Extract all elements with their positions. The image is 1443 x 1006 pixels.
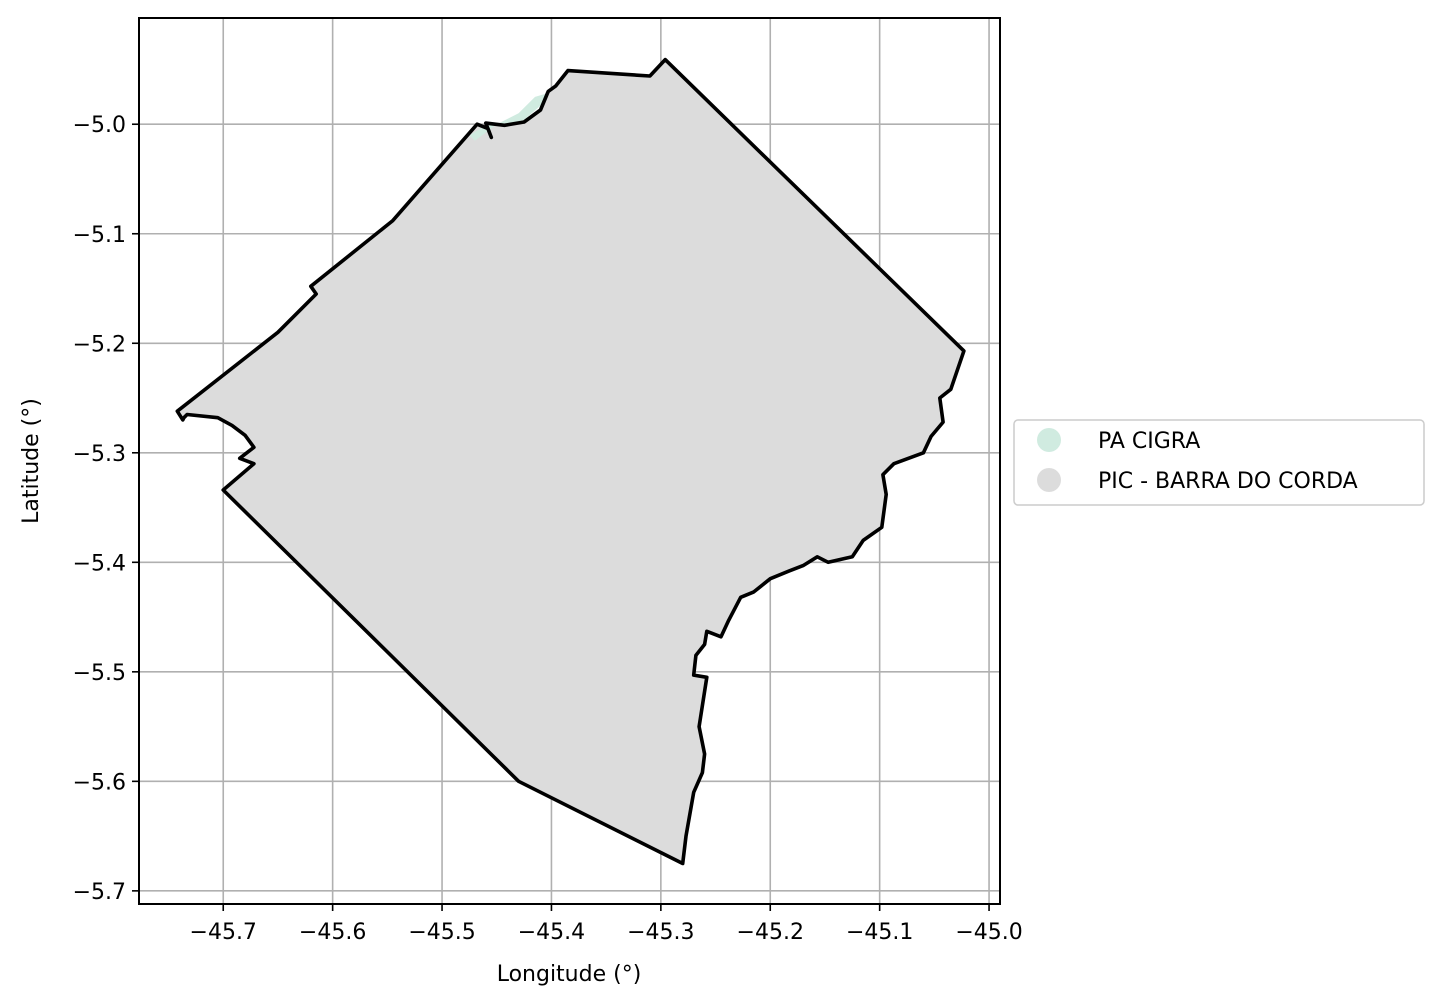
y-tick-label: −5.6: [73, 770, 126, 795]
legend: PA CIGRA PIC - BARRA DO CORDA: [1013, 419, 1425, 506]
legend-swatch-pa-cigra: [1037, 428, 1061, 452]
map-regions: [175, 57, 966, 866]
y-tick-label: −5.4: [73, 551, 126, 576]
y-axis-label: Latitude (°): [19, 398, 44, 524]
axis-ticks: −45.7 −45.6 −45.5 −45.4 −45.3 −45.2 −45.1 −45.0…: [73, 113, 1023, 945]
y-tick-label: −5.3: [73, 442, 126, 467]
legend-swatch-pic-barra-do-corda: [1037, 468, 1061, 492]
legend-box: [1013, 419, 1425, 506]
plot-frame: [138, 17, 1001, 905]
x-tick-label: −45.3: [627, 920, 694, 945]
y-tick-label: −5.2: [73, 332, 126, 357]
legend-label-pa-cigra: PA CIGRA: [1098, 429, 1200, 454]
x-axis-label: Longitude (°): [497, 962, 642, 987]
x-tick-label: −45.7: [190, 920, 257, 945]
boundary-pic-barra-do-corda: [175, 57, 966, 866]
legend-label-pic-barra-do-corda: PIC - BARRA DO CORDA: [1098, 469, 1358, 494]
y-tick-label: −5.7: [73, 880, 126, 905]
x-tick-label: −45.2: [737, 920, 804, 945]
y-tick-label: −5.0: [73, 113, 126, 138]
region-pic-barra-do-corda: [177, 59, 964, 864]
x-tick-label: −45.1: [846, 920, 913, 945]
x-tick-label: −45.6: [299, 920, 366, 945]
x-tick-label: −45.5: [408, 920, 475, 945]
y-tick-label: −5.1: [73, 223, 126, 248]
x-tick-label: −45.0: [955, 920, 1022, 945]
y-tick-label: −5.5: [73, 661, 126, 686]
x-tick-label: −45.4: [518, 920, 585, 945]
